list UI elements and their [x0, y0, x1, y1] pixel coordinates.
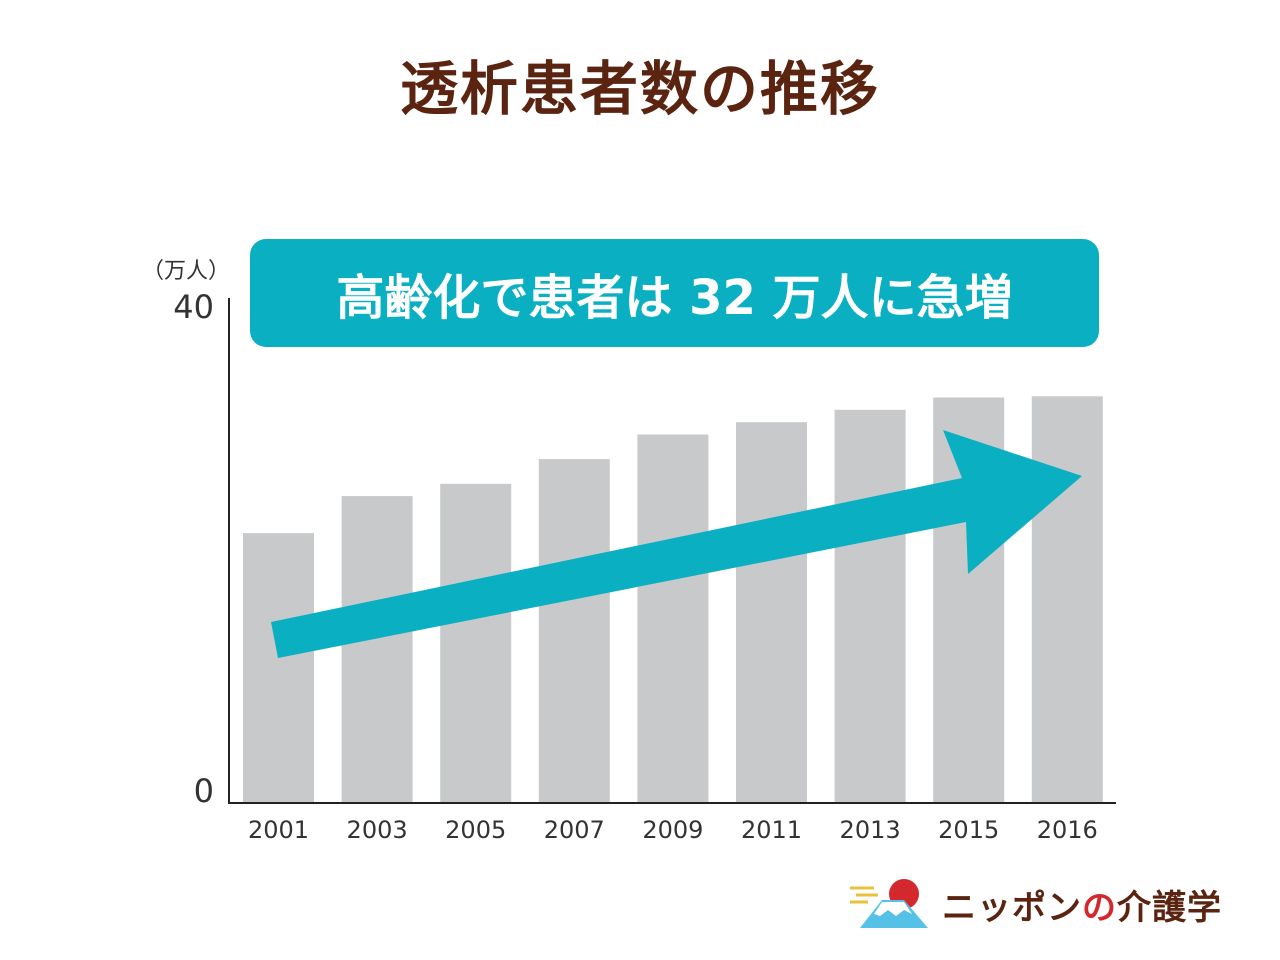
x-tick-label-2015: 2015	[938, 816, 999, 844]
y-tick-zero: 0	[194, 772, 214, 810]
annotation-banner: 高齢化で患者は 32 万人に急増	[250, 239, 1099, 347]
y-unit-label: （万人）	[142, 259, 230, 284]
x-tick-label-2011: 2011	[741, 816, 802, 844]
brand-name-particle: の	[1082, 887, 1117, 928]
x-tick-label-2001: 2001	[248, 816, 309, 844]
trend-arrow	[271, 430, 1082, 658]
x-tick-label-2016: 2016	[1037, 816, 1098, 844]
x-tick-labels: 2001 2003 2005 2007 2009 2011 2013 2015 2016	[248, 816, 1098, 844]
bar-2003	[341, 496, 413, 803]
bars-group	[243, 396, 1103, 803]
x-tick-label-2013: 2013	[840, 816, 901, 844]
x-tick-label-2009: 2009	[642, 816, 703, 844]
brand-name: ニッポンの介護学	[942, 880, 1222, 929]
bar-2007	[538, 459, 610, 803]
bar-2013	[834, 409, 906, 803]
bar-2001	[243, 533, 314, 803]
bar-2016	[1031, 396, 1103, 803]
brand-logo: ニッポンの介護学	[848, 876, 1222, 932]
bar-2005	[440, 483, 512, 803]
brand-name-suffix: 介護学	[1117, 887, 1222, 928]
mount-fuji-sun-icon	[850, 879, 928, 928]
x-tick-label-2003: 2003	[347, 816, 408, 844]
brand-name-prefix: ニッポン	[942, 887, 1082, 928]
page-title: 透析患者数の推移	[399, 55, 880, 123]
y-tick-max: 40	[173, 288, 214, 326]
bar-2009	[637, 434, 709, 803]
x-tick-label-2005: 2005	[445, 816, 506, 844]
x-tick-label-2007: 2007	[544, 816, 605, 844]
bar-2011	[736, 422, 807, 803]
